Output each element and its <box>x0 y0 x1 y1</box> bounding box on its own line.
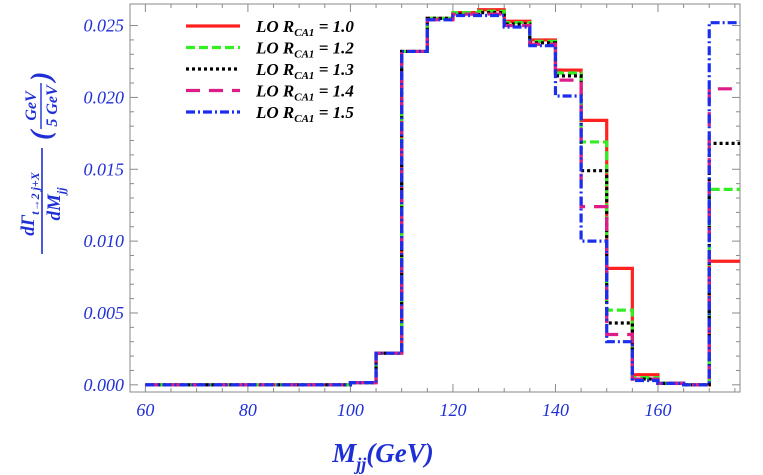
x-tick-label: 160 <box>644 400 671 420</box>
y-title-unit-top: GeV <box>23 90 40 121</box>
y-title-unit-bottom: 5 GeV <box>44 84 61 127</box>
x-tick-label: 140 <box>542 400 569 420</box>
y-title-denominator-main: dM <box>44 193 65 221</box>
x-tick-label: 120 <box>439 400 466 420</box>
x-axis-title-rest: (GeV) <box>366 438 433 468</box>
x-tick-label: 100 <box>337 400 364 420</box>
legend-label-4: LO RCA1 = 1.4 <box>255 82 354 104</box>
y-title-paren-close: ) <box>26 72 57 84</box>
y-title-paren-open: ( <box>26 129 57 140</box>
series-layer <box>145 8 740 387</box>
x-tick-label: 60 <box>136 400 154 420</box>
x-tick-label: 80 <box>239 400 257 420</box>
y-tick-label: 0.000 <box>84 375 125 395</box>
legend-label-2: LO RCA1 = 1.2 <box>255 39 354 61</box>
y-title-numerator-sub: t→2 j+X <box>28 171 42 215</box>
series-line-1 <box>145 8 740 387</box>
series-line-2 <box>145 9 740 387</box>
legend-label-3: LO RCA1 = 1.3 <box>255 60 354 82</box>
y-tick-label: 0.010 <box>84 231 125 251</box>
legend-label-5: LO RCA1 = 1.5 <box>255 103 354 125</box>
y-title-denominator: dMjj <box>44 187 68 221</box>
y-title-numerator-main: dΓ <box>18 214 39 236</box>
y-title-numerator: dΓt→2 j+X <box>18 171 42 235</box>
x-axis-title: Mjj(GeV) <box>331 438 434 474</box>
y-tick-label: 0.015 <box>84 159 125 179</box>
y-title-denominator-sub: jj <box>54 187 68 196</box>
plot-frame <box>129 3 741 393</box>
y-tick-label: 0.020 <box>84 87 125 107</box>
x-axis-title-main: M <box>331 438 357 468</box>
series-line-5 <box>145 13 740 387</box>
y-axis-title: dΓt→2 j+X dMjj ( GeV 5 GeV ) <box>18 72 68 254</box>
y-tick-label: 0.025 <box>84 16 125 36</box>
legend: LO RCA1 = 1.0LO RCA1 = 1.2LO RCA1 = 1.3L… <box>186 17 354 125</box>
axes-layer: 60 80 100 120 140 160 0.000 0.005 0.010 0.015 0.02… <box>84 3 741 420</box>
x-axis-title-sub: jj <box>353 454 367 474</box>
y-tick-label: 0.005 <box>84 303 125 323</box>
legend-label-1: LO RCA1 = 1.0 <box>255 17 354 39</box>
